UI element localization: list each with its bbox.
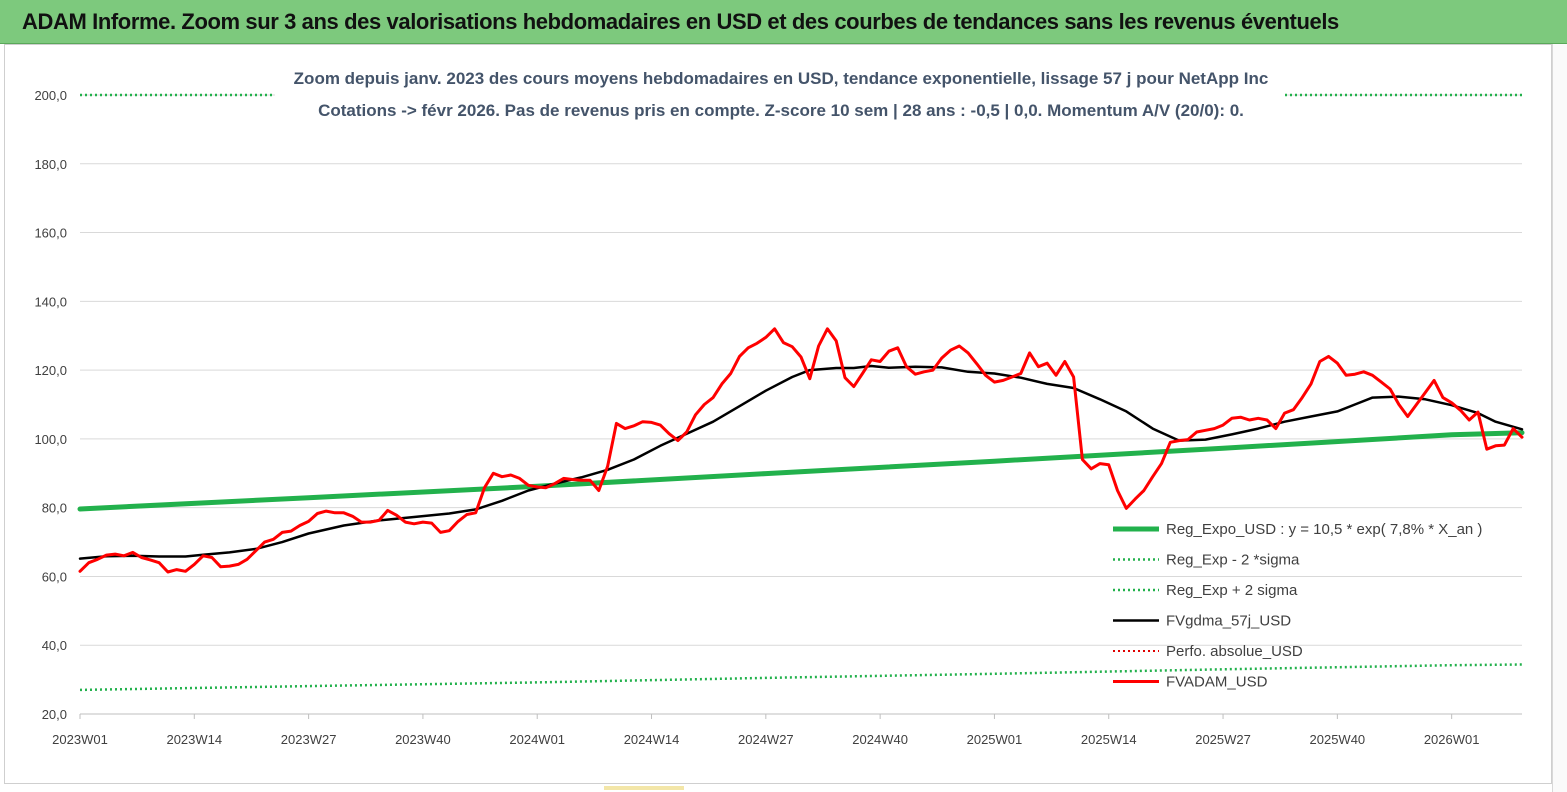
legend-label-fvgdma: FVgdma_57j_USD	[1166, 613, 1291, 630]
x-tick-label: 2025W40	[1310, 732, 1366, 747]
legend-label-reg: Reg_Expo_USD : y = 10,5 * exp( 7,8% * X_…	[1166, 521, 1482, 538]
grid-lines	[80, 94, 1522, 715]
x-tick-label: 2026W01	[1424, 732, 1480, 747]
y-tick-label: 40,0	[42, 638, 67, 653]
legend: Reg_Expo_USD : y = 10,5 * exp( 7,8% * X_…	[1113, 521, 1482, 691]
bottom-marker	[604, 786, 684, 790]
chart-frame	[4, 44, 1552, 784]
x-tick-label: 2025W14	[1081, 732, 1137, 747]
y-tick-label: 200,0	[34, 88, 67, 103]
subtitle-background	[275, 60, 1285, 128]
series-group	[77, 93, 1525, 692]
x-tick-label: 2025W01	[967, 732, 1023, 747]
y-tick-label: 100,0	[34, 432, 67, 447]
x-tick-label: 2025W27	[1195, 732, 1251, 747]
series-line-minus	[79, 663, 1523, 692]
legend-label-perfo: Perfo. absolue_USD	[1166, 643, 1303, 660]
y-tick-label: 160,0	[34, 226, 67, 241]
y-tick-label: 180,0	[34, 157, 67, 172]
series-line-fvadam	[78, 327, 1524, 574]
chart-subtitle-line2: Cotations -> févr 2026. Pas de revenus p…	[318, 101, 1244, 120]
legend-label-plus: Reg_Exp + 2 sigma	[1166, 582, 1298, 599]
series-line-reg	[77, 430, 1525, 512]
x-tick-label: 2024W27	[738, 732, 794, 747]
x-tick-label: 2024W40	[852, 732, 908, 747]
title-banner: ADAM Informe. Zoom sur 3 ans des valoris…	[0, 0, 1567, 44]
y-tick-label: 140,0	[34, 294, 67, 309]
x-tick-label: 2023W40	[395, 732, 451, 747]
legend-label-fvadam: FVADAM_USD	[1166, 674, 1268, 691]
x-tick-label: 2023W01	[52, 732, 108, 747]
x-tick-label: 2024W01	[509, 732, 565, 747]
x-tick-label: 2023W14	[166, 732, 222, 747]
legend-label-minus: Reg_Exp - 2 *sigma	[1166, 552, 1300, 569]
window-edge	[1552, 44, 1567, 792]
report-title: ADAM Informe. Zoom sur 3 ans des valoris…	[22, 9, 1339, 34]
axes: 20,0 40,0 60,0 80,0 100,0 120,0 140,0 160,0 180,…	[34, 88, 1522, 747]
series-line-fvgdma	[78, 364, 1524, 560]
y-tick-label: 120,0	[34, 363, 67, 378]
y-tick-label: 20,0	[42, 707, 67, 722]
y-tick-label: 80,0	[42, 501, 67, 516]
x-tick-label: 2023W27	[281, 732, 337, 747]
y-tick-label: 60,0	[42, 569, 67, 584]
x-tick-label: 2024W14	[624, 732, 680, 747]
chart-subtitle-line1: Zoom depuis janv. 2023 des cours moyens …	[294, 69, 1269, 88]
